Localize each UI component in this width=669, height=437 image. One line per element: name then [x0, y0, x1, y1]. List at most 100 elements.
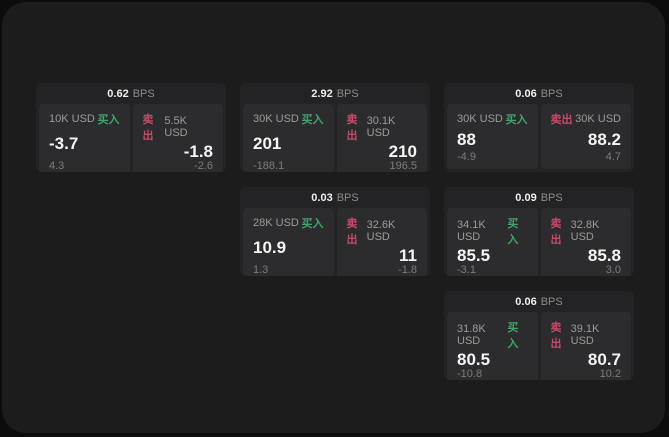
bps-unit-label: BPS [540, 295, 563, 308]
sell-amount: 30K USD [575, 113, 621, 125]
buy-tag: 买入 [301, 114, 324, 126]
quote-card: 0.06 BPS 30K USD 买入 88 -4.9 卖出 30K USD 8… [444, 83, 634, 172]
sell-panel-header: 卖出 39.1K USD [551, 319, 622, 351]
bps-unit-label: BPS [540, 87, 563, 100]
sell-tag: 卖出 [550, 218, 562, 246]
buy-sub-value: -3.1 [457, 264, 476, 276]
bps-unit-label: BPS [540, 191, 563, 204]
buy-sub-value: -188.1 [253, 160, 285, 172]
buy-sub-value: -4.9 [457, 151, 476, 163]
sell-panel-header: 卖出 30.1K USD [347, 111, 418, 143]
buy-value: 88 [457, 129, 476, 149]
card-header: 0.06 BPS [444, 291, 634, 312]
buy-panel[interactable]: 30K USD 买入 201 -188.1 [243, 104, 334, 172]
quote-card: 0.03 BPS 28K USD 买入 10.9 1.3 卖出 32.6K US… [240, 187, 430, 276]
sell-panel[interactable]: 卖出 30K USD 88.2 4.7 [540, 104, 631, 169]
sell-sub-value: 3.0 [605, 264, 621, 276]
buy-panel-header: 30K USD 买入 [457, 111, 528, 127]
sell-sub-value: -1.8 [398, 264, 417, 276]
sell-amount: 32.6K USD [366, 219, 396, 243]
quote-card: 0.09 BPS 34.1K USD 买入 85.5 -3.1 卖出 32.8K… [444, 187, 634, 276]
quote-card: 2.92 BPS 30K USD 买入 201 -188.1 卖出 30.1K … [240, 83, 430, 172]
buy-amount: 34.1K USD [457, 219, 486, 243]
buy-tag: 买入 [505, 114, 528, 126]
sell-tag: 卖出 [346, 114, 358, 142]
buy-value: -3.7 [49, 134, 79, 153]
sell-sub-value: 10.2 [599, 368, 621, 380]
bps-value: 0.06 [515, 295, 537, 308]
buy-panel[interactable]: 31.8K USD 买入 80.5 -10.8 [447, 312, 538, 380]
card-header: 0.62 BPS [36, 83, 226, 104]
buy-panel-header: 10K USD 买入 [49, 111, 120, 127]
buy-panel[interactable]: 28K USD 买入 10.9 1.3 [243, 208, 334, 276]
sell-tag: 卖出 [550, 114, 573, 126]
buy-value: 201 [253, 134, 282, 153]
buy-tag: 买入 [507, 322, 519, 350]
sell-value: -1.8 [183, 142, 213, 161]
buy-amount: 28K USD [253, 217, 299, 229]
sell-sub-value: 4.7 [605, 151, 621, 163]
buy-tag: 买入 [301, 218, 324, 230]
sell-panel-header: 卖出 32.6K USD [347, 215, 418, 247]
quote-panels: 10K USD 买入 -3.7 4.3 卖出 5.5K USD -1.8 -2.… [36, 104, 226, 172]
card-header: 0.09 BPS [444, 187, 634, 208]
bps-value: 0.09 [515, 191, 537, 204]
buy-value: 10.9 [253, 238, 287, 257]
buy-sub-value: -10.8 [457, 368, 483, 380]
quote-panels: 30K USD 买入 201 -188.1 卖出 30.1K USD 210 1… [240, 104, 430, 172]
card-header: 0.03 BPS [240, 187, 430, 208]
sell-amount: 30.1K USD [366, 115, 396, 139]
sell-panel[interactable]: 卖出 30.1K USD 210 196.5 [336, 104, 427, 172]
sell-panel-header: 卖出 5.5K USD [143, 111, 214, 143]
card-header: 0.06 BPS [444, 83, 634, 104]
sell-value: 88.2 [587, 129, 621, 149]
quote-cards-grid: 0.62 BPS 10K USD 买入 -3.7 4.3 卖出 5.5K USD… [36, 83, 634, 380]
sell-sub-value: 196.5 [389, 160, 417, 172]
buy-panel-header: 34.1K USD 买入 [457, 215, 528, 247]
quote-card: 0.06 BPS 31.8K USD 买入 80.5 -10.8 卖出 39.1… [444, 291, 634, 380]
buy-tag: 买入 [507, 218, 519, 246]
sell-panel[interactable]: 卖出 5.5K USD -1.8 -2.6 [132, 104, 223, 172]
sell-panel-header: 卖出 30K USD [551, 111, 622, 127]
sell-panel-header: 卖出 32.8K USD [551, 215, 622, 247]
card-header: 2.92 BPS [240, 83, 430, 104]
sell-amount: 5.5K USD [164, 115, 188, 139]
buy-panel-header: 31.8K USD 买入 [457, 319, 528, 351]
buy-amount: 31.8K USD [457, 323, 486, 347]
sell-panel[interactable]: 卖出 39.1K USD 80.7 10.2 [540, 312, 631, 380]
bps-unit-label: BPS [132, 87, 155, 100]
bps-value: 0.06 [515, 87, 537, 100]
sell-panel[interactable]: 卖出 32.8K USD 85.8 3.0 [540, 208, 631, 276]
quote-panels: 28K USD 买入 10.9 1.3 卖出 32.6K USD 11 -1.8 [240, 208, 430, 276]
bps-value: 0.03 [311, 191, 333, 204]
sell-tag: 卖出 [550, 322, 562, 350]
buy-sub-value: 4.3 [49, 160, 65, 172]
sell-value: 11 [399, 246, 417, 265]
sell-amount: 32.8K USD [570, 219, 600, 243]
buy-value: 80.5 [457, 350, 491, 369]
buy-tag: 买入 [97, 114, 120, 126]
bps-value: 2.92 [311, 87, 333, 100]
app-panel: 0.62 BPS 10K USD 买入 -3.7 4.3 卖出 5.5K USD… [2, 2, 665, 433]
buy-panel[interactable]: 10K USD 买入 -3.7 4.3 [39, 104, 130, 172]
bps-value: 0.62 [107, 87, 129, 100]
buy-sub-value: 1.3 [253, 264, 269, 276]
sell-panel[interactable]: 卖出 32.6K USD 11 -1.8 [336, 208, 427, 276]
buy-amount: 10K USD [49, 113, 95, 125]
buy-panel[interactable]: 30K USD 买入 88 -4.9 [447, 104, 538, 169]
quote-card: 0.62 BPS 10K USD 买入 -3.7 4.3 卖出 5.5K USD… [36, 83, 226, 172]
sell-value: 85.8 [587, 246, 621, 265]
sell-amount: 39.1K USD [570, 323, 600, 347]
sell-sub-value: -2.6 [194, 160, 213, 172]
buy-amount: 30K USD [457, 113, 503, 125]
quote-panels: 31.8K USD 买入 80.5 -10.8 卖出 39.1K USD 80.… [444, 312, 634, 380]
sell-tag: 卖出 [346, 218, 358, 246]
sell-value: 80.7 [587, 350, 621, 369]
buy-value: 85.5 [457, 246, 491, 265]
quote-panels: 30K USD 买入 88 -4.9 卖出 30K USD 88.2 4.7 [444, 104, 634, 172]
buy-panel-header: 30K USD 买入 [253, 111, 324, 127]
bps-unit-label: BPS [336, 87, 359, 100]
buy-panel[interactable]: 34.1K USD 买入 85.5 -3.1 [447, 208, 538, 276]
bps-unit-label: BPS [336, 191, 359, 204]
buy-panel-header: 28K USD 买入 [253, 215, 324, 231]
